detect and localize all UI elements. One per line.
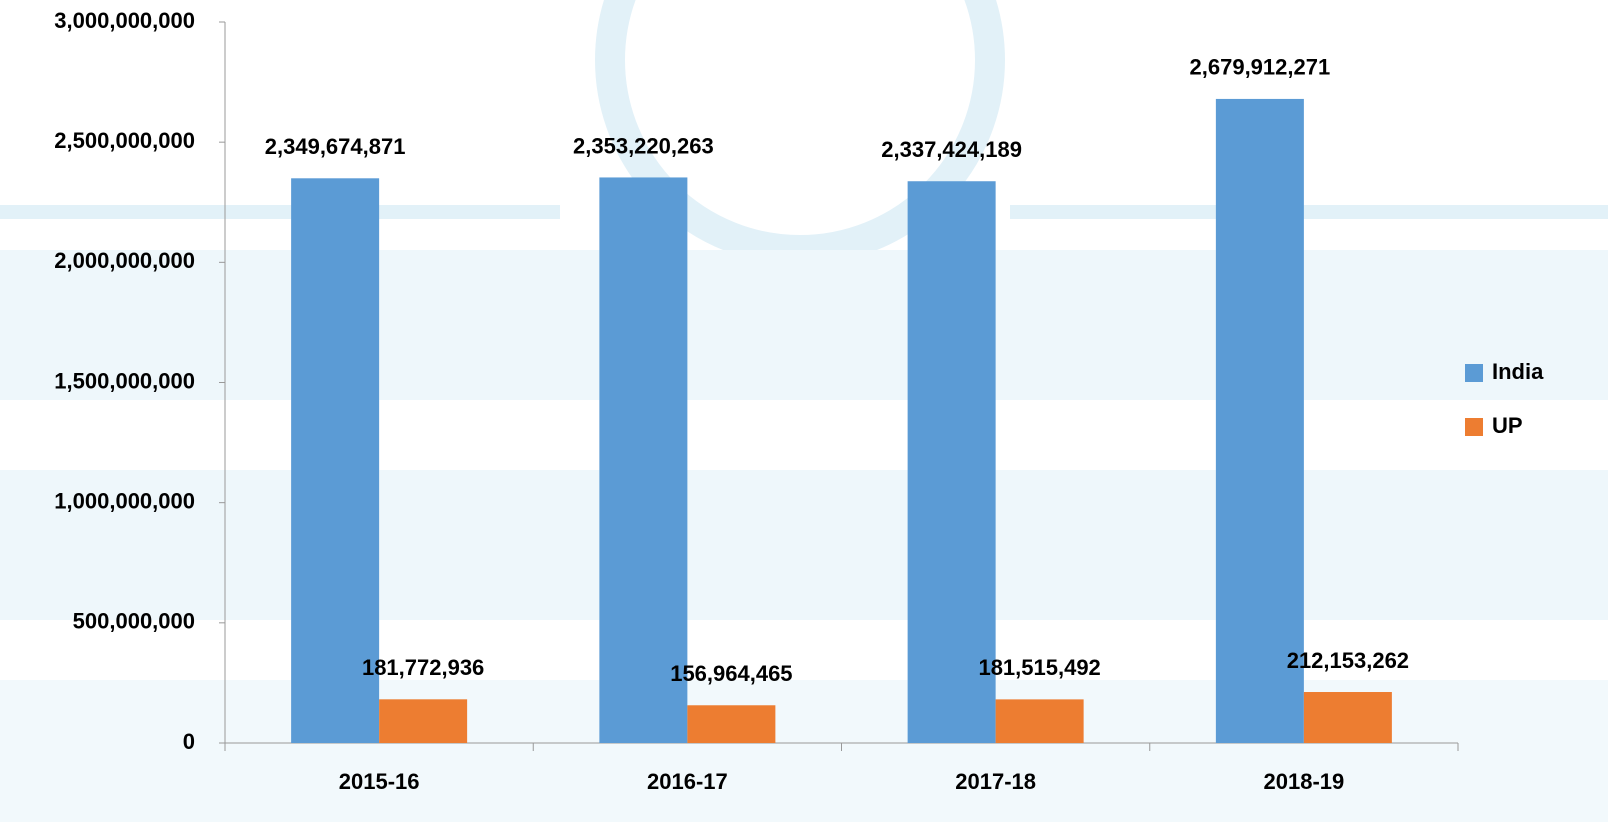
y-tick-label: 2,000,000,000	[54, 248, 195, 273]
bar	[995, 699, 1084, 743]
value-label: 156,964,465	[670, 661, 792, 686]
legend-swatch	[1465, 364, 1483, 382]
x-tick-label: 2017-18	[955, 769, 1036, 794]
bar	[379, 699, 468, 743]
value-label: 2,349,674,871	[265, 134, 406, 159]
y-tick-label: 500,000,000	[73, 609, 195, 634]
watermark-band	[1010, 205, 1608, 219]
bar	[291, 178, 380, 743]
value-label: 181,772,936	[362, 655, 484, 680]
bar	[687, 705, 776, 743]
value-label: 2,337,424,189	[881, 137, 1022, 162]
legend-swatch	[1465, 418, 1483, 436]
bar	[1303, 692, 1392, 743]
value-label: 212,153,262	[1287, 648, 1409, 673]
y-tick-label: 1,000,000,000	[54, 488, 195, 513]
y-tick-label: 2,500,000,000	[54, 128, 195, 153]
bar	[907, 181, 996, 743]
watermark-band	[0, 470, 1608, 620]
bar	[1215, 98, 1304, 744]
watermark-band	[0, 250, 1608, 400]
y-tick-label: 3,000,000,000	[54, 8, 195, 33]
watermark-band	[0, 205, 560, 219]
value-label: 2,353,220,263	[573, 133, 714, 158]
legend-label: UP	[1492, 413, 1523, 438]
bar	[599, 177, 688, 743]
value-label: 181,515,492	[978, 655, 1100, 680]
y-tick-label: 0	[183, 729, 195, 754]
y-tick-label: 1,500,000,000	[54, 368, 195, 393]
legend-label: India	[1492, 359, 1544, 384]
x-tick-label: 2018-19	[1264, 769, 1345, 794]
x-tick-label: 2015-16	[339, 769, 420, 794]
value-label: 2,679,912,271	[1190, 55, 1331, 80]
x-tick-label: 2016-17	[647, 769, 728, 794]
